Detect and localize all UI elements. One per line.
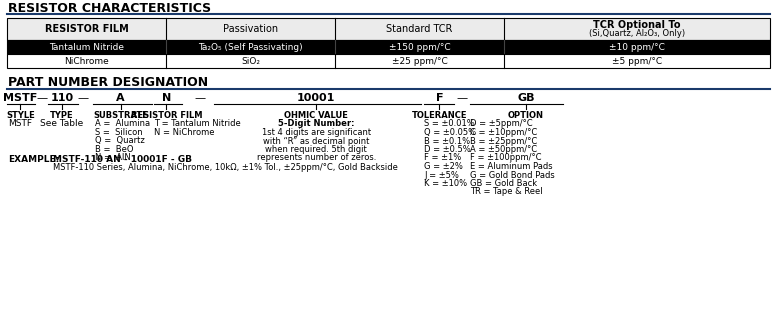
Text: PART NUMBER DESIGNATION: PART NUMBER DESIGNATION bbox=[8, 77, 208, 89]
Text: when required. 5th digit: when required. 5th digit bbox=[266, 145, 367, 154]
Text: SUBSTRATE: SUBSTRATE bbox=[93, 110, 148, 120]
Bar bbox=[8, 54, 770, 68]
Text: SiO₂: SiO₂ bbox=[241, 57, 260, 66]
Text: N: N bbox=[161, 93, 171, 103]
Text: MSTF: MSTF bbox=[8, 120, 32, 128]
Bar bbox=[8, 40, 770, 54]
Text: 110: 110 bbox=[50, 93, 73, 103]
Text: RESISTOR FILM: RESISTOR FILM bbox=[45, 24, 129, 34]
Text: A =  Alumina: A = Alumina bbox=[95, 120, 150, 128]
Text: F = ±100ppm/°C: F = ±100ppm/°C bbox=[470, 154, 542, 162]
Text: B =  BeO: B = BeO bbox=[95, 145, 134, 154]
Text: K = ±10%: K = ±10% bbox=[425, 179, 468, 188]
Text: Tantalum Nitride: Tantalum Nitride bbox=[49, 43, 124, 52]
Text: Standard TCR: Standard TCR bbox=[386, 24, 452, 34]
Text: ±25 ppm/°C: ±25 ppm/°C bbox=[391, 57, 448, 66]
Text: TOLERANCE: TOLERANCE bbox=[411, 110, 467, 120]
Text: G = ±2%: G = ±2% bbox=[425, 162, 463, 171]
Text: —: — bbox=[77, 93, 89, 103]
Text: OPTION: OPTION bbox=[508, 110, 543, 120]
Text: MSTF: MSTF bbox=[3, 93, 38, 103]
Text: EXAMPLE:: EXAMPLE: bbox=[8, 155, 59, 163]
Text: OHMIC VALUE: OHMIC VALUE bbox=[284, 110, 348, 120]
Text: ±150 ppm/°C: ±150 ppm/°C bbox=[389, 43, 450, 52]
Text: ±10 ppm/°C: ±10 ppm/°C bbox=[609, 43, 665, 52]
Text: represents number of zeros.: represents number of zeros. bbox=[256, 154, 376, 162]
Text: Passivation: Passivation bbox=[223, 24, 278, 34]
Text: Q = ±0.05%: Q = ±0.05% bbox=[425, 128, 476, 137]
Text: F = ±1%: F = ±1% bbox=[425, 154, 462, 162]
Text: Q =  Quartz: Q = Quartz bbox=[95, 136, 144, 146]
Text: S =  Silicon: S = Silicon bbox=[95, 128, 143, 137]
Text: NiChrome: NiChrome bbox=[65, 57, 110, 66]
Text: GB = Gold Back: GB = Gold Back bbox=[470, 179, 537, 188]
Text: RESISTOR FILM: RESISTOR FILM bbox=[130, 110, 202, 120]
Text: See Table: See Table bbox=[40, 120, 83, 128]
Text: RESISTOR CHARACTERISTICS: RESISTOR CHARACTERISTICS bbox=[8, 3, 212, 16]
Text: STYLE: STYLE bbox=[6, 110, 35, 120]
Bar bbox=[8, 18, 770, 40]
Text: B = ±0.1%: B = ±0.1% bbox=[425, 136, 471, 146]
Text: A = ±50ppm/°C: A = ±50ppm/°C bbox=[470, 145, 537, 154]
Text: D = ±0.5%: D = ±0.5% bbox=[425, 145, 471, 154]
Text: TCR Optional To: TCR Optional To bbox=[593, 20, 681, 30]
Text: MSTF-110 Series, Alumina, NiChrome, 10kΩ, ±1% Tol., ±25ppm/°C, Gold Backside: MSTF-110 Series, Alumina, NiChrome, 10kΩ… bbox=[53, 163, 398, 172]
Text: N = NiChrome: N = NiChrome bbox=[154, 128, 215, 137]
Text: TYPE: TYPE bbox=[50, 110, 74, 120]
Text: E = Aluminum Pads: E = Aluminum Pads bbox=[470, 162, 553, 171]
Text: GB: GB bbox=[517, 93, 534, 103]
Text: G = Gold Bond Pads: G = Gold Bond Pads bbox=[470, 170, 555, 179]
Text: N =  AlN: N = AlN bbox=[95, 154, 130, 162]
Text: ±5 ppm/°C: ±5 ppm/°C bbox=[612, 57, 662, 66]
Text: Ta₂O₅ (Self Passivating): Ta₂O₅ (Self Passivating) bbox=[198, 43, 303, 52]
Text: C = ±10ppm/°C: C = ±10ppm/°C bbox=[470, 128, 537, 137]
Text: B = ±25ppm/°C: B = ±25ppm/°C bbox=[470, 136, 537, 146]
Text: 5-Digit Number:: 5-Digit Number: bbox=[278, 120, 354, 128]
Text: —: — bbox=[37, 93, 48, 103]
Text: D = ±5ppm/°C: D = ±5ppm/°C bbox=[470, 120, 533, 128]
Text: —: — bbox=[457, 93, 468, 103]
Text: MSTF-110 AN - 10001F - GB: MSTF-110 AN - 10001F - GB bbox=[53, 155, 192, 163]
Text: J = ±5%: J = ±5% bbox=[425, 170, 459, 179]
Text: —: — bbox=[195, 93, 205, 103]
Text: TR = Tape & Reel: TR = Tape & Reel bbox=[470, 188, 543, 197]
Text: T = Tantalum Nitride: T = Tantalum Nitride bbox=[154, 120, 241, 128]
Text: (Si,Quartz, Al₂O₃, Only): (Si,Quartz, Al₂O₃, Only) bbox=[589, 29, 685, 38]
Text: A: A bbox=[117, 93, 125, 103]
Text: 10001: 10001 bbox=[297, 93, 336, 103]
Text: F: F bbox=[435, 93, 443, 103]
Text: with “R” as decimal point: with “R” as decimal point bbox=[263, 136, 370, 146]
Text: 1st 4 digits are significant: 1st 4 digits are significant bbox=[262, 128, 371, 137]
Text: S = ±0.01%: S = ±0.01% bbox=[425, 120, 476, 128]
